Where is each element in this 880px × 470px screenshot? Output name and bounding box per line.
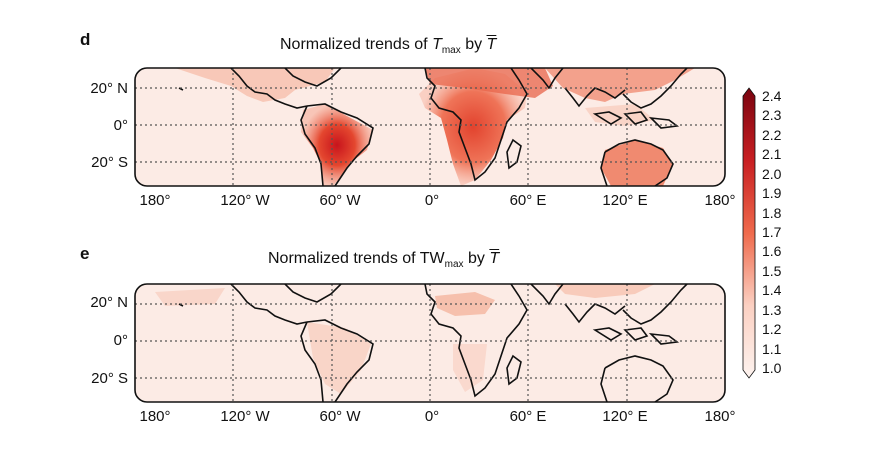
map-panel-d [134, 67, 726, 187]
pacific-shading [155, 288, 225, 306]
lon-label-60e-d: 60° E [509, 192, 547, 209]
title-sub: max [441, 45, 461, 56]
lon-label-60w-e: 60° W [319, 408, 361, 425]
coastlines [178, 284, 688, 402]
map-frame [134, 67, 726, 187]
lon-label-0-d: 0° [424, 192, 440, 209]
title-prefix: Normalized trends of [268, 250, 420, 267]
title-bar-var: T [486, 36, 497, 53]
title-var: TW [419, 250, 445, 267]
lon-label-120w-d: 120° W [220, 192, 270, 209]
colorbar-tick-label: 1.6 [762, 243, 782, 260]
lat-label-20s-d: 20° S [91, 154, 128, 171]
panel-title-d: Normalized trends of Tmax by T [280, 36, 496, 56]
lat-label-20n-e: 20° N [90, 294, 128, 311]
title-by: by [460, 36, 487, 53]
colorbar-tick-label: 2.2 [762, 126, 782, 143]
colorbar-tick-label: 1.8 [762, 204, 782, 221]
title-prefix: Normalized trends of [280, 36, 433, 53]
title-sub: max [444, 259, 464, 270]
africa-shading [419, 68, 527, 186]
lon-label-0-e: 0° [424, 408, 440, 425]
lon-label-180w-d: 180° [139, 192, 171, 209]
title-by: by [463, 250, 490, 267]
lon-label-180e-e: 180° [704, 408, 736, 425]
lon-label-120e-d: 120° E [602, 192, 648, 209]
maritime-shading [585, 104, 655, 126]
lon-label-60w-d: 60° W [319, 192, 361, 209]
lat-label-eq-e: 0° [113, 332, 128, 349]
lon-label-120w-e: 120° W [220, 408, 270, 425]
colorbar-gradient [742, 87, 756, 379]
graticule [135, 284, 725, 402]
lat-label-eq-d: 0° [113, 117, 128, 134]
sahara-arabia-shading [425, 68, 553, 98]
panel-title-e: Normalized trends of TWmax by T [268, 250, 499, 270]
panel-letter-d: d [80, 30, 91, 49]
colorbar-tick-label: 1.0 [762, 360, 782, 376]
coastlines [178, 68, 688, 186]
colorbar-tick-label: 1.9 [762, 185, 782, 202]
map-frame [134, 283, 726, 403]
title-bar-var: T [489, 250, 500, 267]
panel-letter-e: e [80, 244, 90, 263]
map-panel-e [134, 283, 726, 403]
colorbar [742, 87, 756, 379]
lon-label-180e-d: 180° [704, 192, 736, 209]
south-america-shading [307, 322, 371, 394]
colorbar-tick-label: 1.4 [762, 282, 782, 299]
lat-label-20s-e: 20° S [91, 370, 128, 387]
australia-shading [601, 140, 673, 186]
colorbar-tick-label: 1.5 [762, 262, 782, 279]
title-var: T [432, 36, 442, 53]
colorbar-tick-label: 2.3 [762, 107, 782, 124]
colorbar-tick-label: 2.4 [762, 88, 782, 104]
lon-label-180w-e: 180° [139, 408, 171, 425]
colorbar-tick-label: 1.1 [762, 340, 782, 357]
asia-shading [545, 68, 695, 102]
graticule [135, 68, 725, 186]
asia-shading [555, 284, 655, 298]
colorbar-tick-label: 2.0 [762, 165, 782, 182]
lon-label-120e-e: 120° E [602, 408, 648, 425]
colorbar-tick-label: 1.2 [762, 321, 782, 338]
colorbar-tick-label: 1.7 [762, 224, 782, 240]
lat-label-20n-d: 20° N [90, 80, 128, 97]
colorbar-tick-label: 2.1 [762, 146, 782, 163]
lon-label-60e-e: 60° E [509, 408, 547, 425]
colorbar-tick-label: 1.3 [762, 301, 782, 318]
